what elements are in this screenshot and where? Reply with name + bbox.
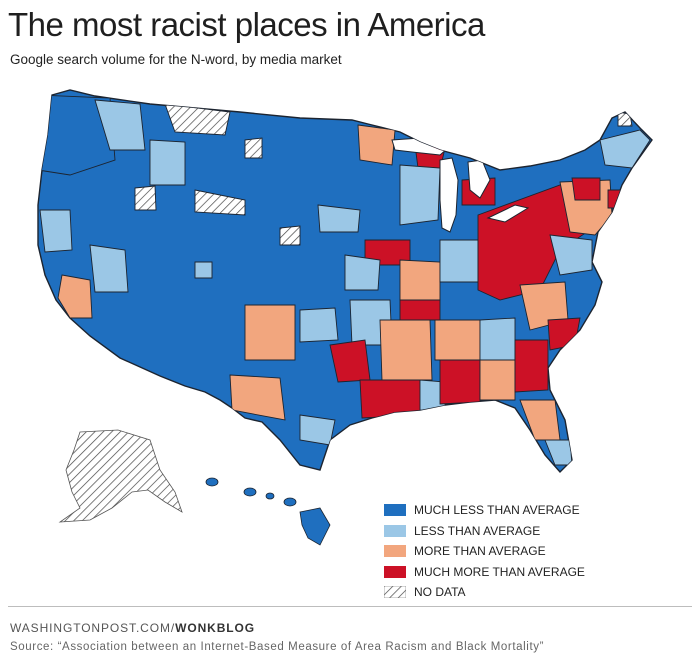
- footer-site-prefix: WASHINGTONPOST.COM/: [10, 621, 176, 635]
- footer-divider: [8, 606, 692, 607]
- media-market-much-more: [547, 317, 581, 351]
- media-market-less: [549, 234, 593, 276]
- media-market-less: [439, 239, 479, 283]
- media-market-less: [399, 164, 441, 226]
- media-market-less: [39, 209, 73, 253]
- chart-title: The most racist places in America: [8, 6, 485, 43]
- media-market-less: [599, 129, 651, 169]
- media-market-less: [344, 254, 381, 291]
- media-market-more: [357, 124, 396, 166]
- media-market-less: [89, 244, 129, 293]
- legend-swatch-hatched: [384, 586, 406, 599]
- legend-swatch: [384, 524, 406, 537]
- media-market-much-more: [359, 379, 423, 419]
- legend-label: NO DATA: [414, 585, 466, 600]
- legend-label: MUCH LESS THAN AVERAGE: [414, 503, 580, 518]
- hawaii: [205, 477, 331, 546]
- alaska: [58, 429, 183, 523]
- footer-site: WASHINGTONPOST.COM/WONKBLOG: [10, 621, 255, 635]
- legend-label: MORE THAN AVERAGE: [414, 544, 546, 559]
- legend-swatch: [384, 565, 406, 578]
- media-market-more: [479, 359, 516, 401]
- media-market-no-data: [194, 189, 246, 216]
- media-market-less: [94, 99, 146, 151]
- media-market-less: [317, 204, 361, 233]
- lake-erie: [486, 204, 530, 223]
- media-market-less: [299, 414, 336, 446]
- footer-site-bold: WONKBLOG: [175, 621, 255, 635]
- media-market-no-data: [279, 225, 301, 246]
- media-market-no-data: [134, 185, 157, 211]
- legend-label: MUCH MORE THAN AVERAGE: [414, 564, 585, 579]
- lake-michigan: [439, 157, 459, 233]
- media-market-less: [194, 261, 213, 279]
- media-market-more: [244, 304, 296, 361]
- media-market-much-more: [571, 177, 601, 201]
- footer-source: Source: “Association between an Internet…: [10, 641, 545, 653]
- media-market-more: [379, 319, 433, 381]
- media-market-more: [229, 374, 286, 421]
- media-market-less: [299, 307, 339, 343]
- media-market-no-data: [164, 103, 231, 136]
- media-market-much-more: [399, 299, 441, 321]
- us-media-market-map: [37, 89, 653, 546]
- media-market-regions: [38, 94, 651, 466]
- map-legend: MUCH LESS THAN AVERAGE LESS THAN AVERAGE…: [384, 500, 585, 603]
- media-market-more: [434, 319, 481, 361]
- chart-subtitle: Google search volume for the N-word, by …: [10, 52, 342, 67]
- legend-item-less: LESS THAN AVERAGE: [384, 521, 585, 542]
- media-market-less: [479, 317, 516, 361]
- legend-label: LESS THAN AVERAGE: [414, 523, 541, 538]
- legend-item-much-less: MUCH LESS THAN AVERAGE: [384, 500, 585, 521]
- media-market-more: [57, 274, 93, 319]
- media-market-less: [149, 139, 186, 186]
- media-market-no-data: [244, 137, 263, 159]
- legend-item-much-more: MUCH MORE THAN AVERAGE: [384, 562, 585, 583]
- media-market-much-more: [514, 339, 549, 393]
- legend-item-no-data: NO DATA: [384, 582, 585, 603]
- legend-swatch: [384, 504, 406, 517]
- media-market-more: [399, 259, 441, 301]
- media-market-much-less: [38, 94, 116, 176]
- legend-swatch: [384, 545, 406, 558]
- media-market-much-more: [439, 359, 481, 405]
- legend-item-more: MORE THAN AVERAGE: [384, 541, 585, 562]
